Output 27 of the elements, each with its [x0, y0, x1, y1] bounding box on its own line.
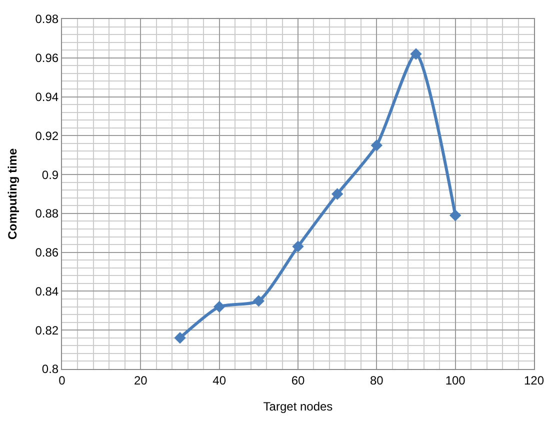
x-tick-label: 120	[524, 373, 544, 388]
point	[213, 300, 226, 313]
x-tick-label: 80	[370, 373, 384, 388]
point	[410, 48, 422, 60]
x-tick-label: 20	[134, 373, 148, 388]
y-tick-label: 0.94	[35, 90, 59, 104]
x-tick-label: 60	[291, 373, 305, 388]
y-tick-label: 0.88	[35, 206, 59, 221]
point	[174, 332, 186, 344]
y-tick-label: 0.98	[35, 12, 59, 26]
y-axis-title: Computing time	[6, 148, 20, 240]
x-axis-title: Target nodes	[263, 399, 333, 414]
y-tick-label: 0.92	[35, 128, 59, 143]
point	[331, 188, 344, 200]
y-tick-label: 0.86	[35, 246, 59, 260]
x-tick-label: 0	[58, 373, 66, 388]
y-tick-label: 0.96	[35, 51, 59, 66]
point	[449, 210, 462, 222]
y-tick-label: 0.9	[42, 168, 59, 182]
point	[370, 140, 383, 152]
x-tick-label: 100	[445, 373, 466, 388]
x-tick-label: 40	[212, 373, 226, 388]
y-tick-label: 0.84	[35, 284, 59, 298]
y-tick-label: 0.8	[42, 362, 59, 376]
point	[252, 295, 265, 307]
point	[292, 240, 304, 252]
y-tick-label: 0.82	[35, 323, 59, 338]
